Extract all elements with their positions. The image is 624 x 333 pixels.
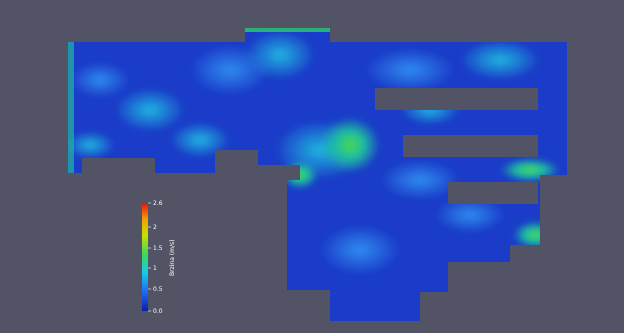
colorbar-tick-label: 1.5: [153, 245, 163, 252]
colorbar-tick-label: 2.6: [153, 200, 163, 207]
wall-obstacles: [375, 88, 538, 204]
velocity-field: [68, 28, 567, 321]
colorbar-title: Brzina (m/s): [169, 240, 176, 276]
color-legend: 2.6 2 1.5 1 0.5 0.0 Brzina (m/s): [142, 200, 176, 315]
colorbar-tick-label: 1: [153, 265, 157, 272]
colorbar-tick-label: 0.0: [153, 308, 163, 315]
colorbar-tick-label: 0.5: [153, 286, 163, 293]
wall-obstacle: [448, 182, 538, 204]
colorbar-gradient: [142, 203, 148, 311]
wall-obstacle: [375, 88, 538, 110]
wall-obstacle: [403, 135, 538, 157]
colorbar-tick-label: 2: [153, 224, 157, 231]
